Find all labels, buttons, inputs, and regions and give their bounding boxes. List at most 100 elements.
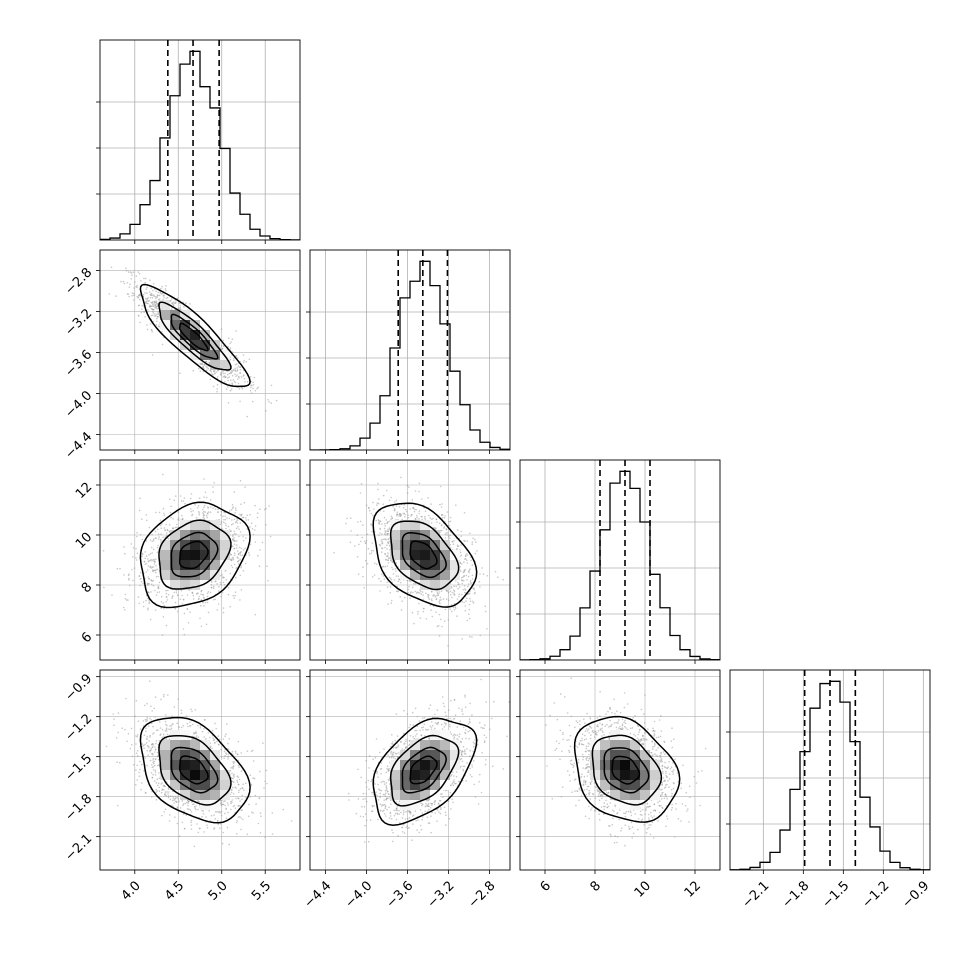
sample-point <box>236 357 239 359</box>
sample-point <box>423 607 425 610</box>
sample-point <box>379 590 381 592</box>
sample-point <box>170 725 173 727</box>
sample-point <box>219 583 222 585</box>
sample-point <box>401 600 404 602</box>
sample-point <box>186 808 189 810</box>
sample-point <box>429 704 432 706</box>
sample-point <box>164 730 166 732</box>
sample-point <box>395 807 398 810</box>
sample-point <box>457 583 460 585</box>
density-cell <box>210 540 220 550</box>
sample-point <box>420 802 423 805</box>
sample-point <box>290 820 293 822</box>
sample-point <box>383 516 386 519</box>
sample-point <box>206 595 209 598</box>
sample-point <box>431 615 434 618</box>
sample-point <box>451 540 453 543</box>
sample-point <box>418 490 420 493</box>
sample-point <box>154 571 157 574</box>
sample-point <box>151 552 153 554</box>
sample-point <box>485 610 487 613</box>
sample-point <box>257 822 260 825</box>
sample-point <box>212 737 214 739</box>
sample-point <box>148 560 150 562</box>
sample-point <box>243 377 246 380</box>
sample-point <box>166 599 169 601</box>
sample-point <box>445 814 447 816</box>
sample-point <box>617 721 619 723</box>
histogram-series <box>520 470 720 660</box>
sample-point <box>357 768 359 771</box>
sample-point <box>242 549 245 551</box>
sample-point <box>588 793 590 796</box>
sample-point <box>384 552 386 555</box>
sample-point <box>246 380 249 383</box>
sample-point <box>232 556 234 559</box>
sample-point <box>177 517 180 519</box>
sample-point <box>151 580 154 582</box>
sample-point <box>466 559 468 561</box>
sample-point <box>217 508 219 511</box>
sample-point <box>174 795 177 798</box>
sample-point <box>192 369 194 372</box>
sample-point <box>394 746 397 749</box>
sample-point <box>176 523 178 526</box>
sample-point <box>158 739 161 742</box>
sample-point <box>203 510 205 513</box>
sample-point <box>623 706 626 709</box>
sample-point <box>190 824 193 826</box>
sample-point <box>176 297 179 300</box>
sample-point <box>236 775 239 777</box>
sample-point <box>172 797 175 799</box>
sample-point <box>222 738 225 740</box>
sample-point <box>177 519 180 521</box>
density-cell <box>180 730 190 740</box>
sample-point <box>443 705 446 708</box>
sample-point <box>242 818 244 821</box>
sample-point <box>143 560 146 563</box>
density-cell <box>180 550 190 560</box>
sample-point <box>486 628 488 630</box>
sample-point <box>210 506 212 508</box>
sample-point <box>249 774 252 777</box>
sample-point <box>613 722 616 724</box>
sample-point <box>459 586 461 588</box>
sample-point <box>113 718 115 720</box>
sample-point <box>246 415 248 418</box>
sample-point <box>239 574 242 577</box>
sample-point <box>603 789 605 792</box>
sample-point <box>147 565 150 567</box>
sample-point <box>479 586 481 588</box>
sample-point <box>151 764 153 766</box>
sample-point <box>462 751 464 753</box>
sample-point <box>145 742 148 744</box>
sample-point <box>154 764 156 767</box>
density-cell <box>440 580 450 590</box>
sample-point <box>461 638 464 640</box>
sample-point <box>180 500 183 502</box>
sample-point <box>154 313 156 315</box>
sample-point <box>430 609 432 611</box>
sample-point <box>166 733 169 736</box>
sample-point <box>388 557 390 559</box>
sample-point <box>428 738 431 741</box>
sample-point <box>179 807 182 809</box>
sample-point <box>239 368 242 371</box>
density-cell <box>190 330 200 340</box>
sample-point <box>200 590 202 593</box>
sample-point <box>146 298 149 300</box>
sample-point <box>230 808 232 811</box>
sample-point <box>648 819 650 821</box>
sample-point <box>167 694 169 696</box>
sample-point <box>146 702 148 705</box>
sample-point <box>467 585 469 588</box>
sample-point <box>381 542 384 544</box>
sample-point <box>451 591 454 594</box>
sample-point <box>474 739 476 741</box>
sample-point <box>108 293 110 295</box>
sample-point <box>605 713 607 715</box>
sample-point <box>386 586 389 588</box>
sample-point <box>370 512 373 515</box>
sample-point <box>232 506 234 508</box>
sample-point <box>671 792 673 795</box>
